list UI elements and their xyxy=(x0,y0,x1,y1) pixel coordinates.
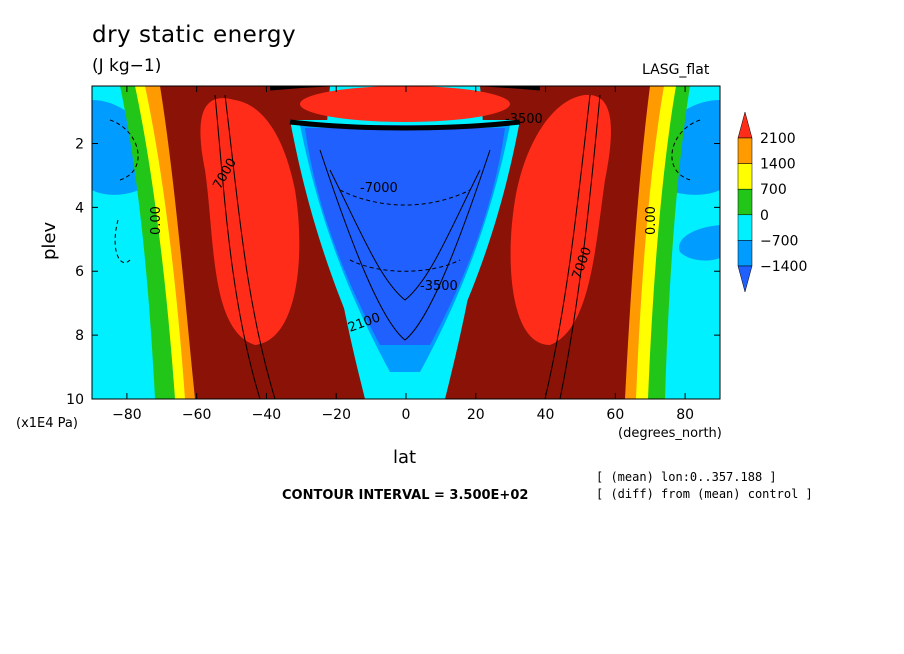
y-tick-label: 4 xyxy=(75,200,84,216)
colorbar-segment xyxy=(737,163,753,190)
x-tick-label: −60 xyxy=(182,407,212,423)
fill-red-left xyxy=(200,98,300,345)
colorbar-label: 0 xyxy=(760,208,769,224)
x-tick-label: −80 xyxy=(112,407,142,423)
contour-interval: CONTOUR INTERVAL = 3.500E+02 xyxy=(282,488,529,503)
contour-label: -7000 xyxy=(360,181,398,196)
y-axis-units: (x1E4 Pa) xyxy=(16,416,78,431)
contour-field xyxy=(92,86,720,399)
model-name: LASG_flat xyxy=(642,62,710,78)
colorbar: 2100 1400 700 0 −700 −1400 xyxy=(737,111,807,293)
contour-label: 0.00 xyxy=(644,206,659,235)
contour-band-top xyxy=(289,119,521,131)
colorbar-segment xyxy=(737,137,753,164)
y-tick-label: 6 xyxy=(75,264,84,280)
x-axis-label: lat xyxy=(393,447,417,468)
contour-lines xyxy=(214,94,601,399)
chart-units: (J kg−1) xyxy=(92,56,162,76)
y-tick-label: 8 xyxy=(75,328,84,344)
note-diff: [ (diff) from (mean) control ] xyxy=(596,487,813,501)
contour-label: -3500 xyxy=(420,279,458,294)
x-tick-label: −40 xyxy=(252,407,282,423)
contour-label: 0.00 xyxy=(149,206,164,235)
x-tick-label: 40 xyxy=(537,407,555,423)
x-tick-label: −20 xyxy=(321,407,351,423)
colorbar-segment xyxy=(737,214,753,241)
colorbar-segment xyxy=(737,188,753,216)
colorbar-label: −700 xyxy=(760,233,798,249)
fill-blue-right-mid xyxy=(679,225,720,261)
x-tick-label: 20 xyxy=(467,407,485,423)
colorbar-arrow-bottom xyxy=(737,265,753,293)
x-axis: −80 −60 −40 −20 0 20 40 60 80 xyxy=(112,86,694,423)
x-tick-label: 0 xyxy=(402,407,411,423)
colorbar-label: 700 xyxy=(760,182,787,198)
fill-blue-center xyxy=(305,128,505,345)
note-mean: [ (mean) lon:0..357.188 ] xyxy=(596,470,777,484)
x-tick-label: 80 xyxy=(676,407,694,423)
y-axis: 2 4 6 8 10 xyxy=(66,136,720,408)
y-tick-label: 2 xyxy=(75,136,84,152)
colorbar-arrow-top xyxy=(737,111,753,139)
colorbar-label: −1400 xyxy=(760,259,807,275)
fill-red-top xyxy=(300,86,510,122)
y-axis-label: plev xyxy=(39,221,60,260)
colorbar-segment xyxy=(737,240,753,267)
chart-title: dry static energy xyxy=(92,22,297,48)
colorbar-label: 1400 xyxy=(760,157,796,173)
contour-dashed xyxy=(109,119,701,272)
x-tick-label: 60 xyxy=(606,407,624,423)
x-axis-units: (degrees_north) xyxy=(618,426,722,441)
fill-red-right xyxy=(510,94,611,345)
contour-label: -3500 xyxy=(505,112,543,127)
colorbar-label: 2100 xyxy=(760,131,796,147)
y-tick-label: 10 xyxy=(66,392,84,408)
